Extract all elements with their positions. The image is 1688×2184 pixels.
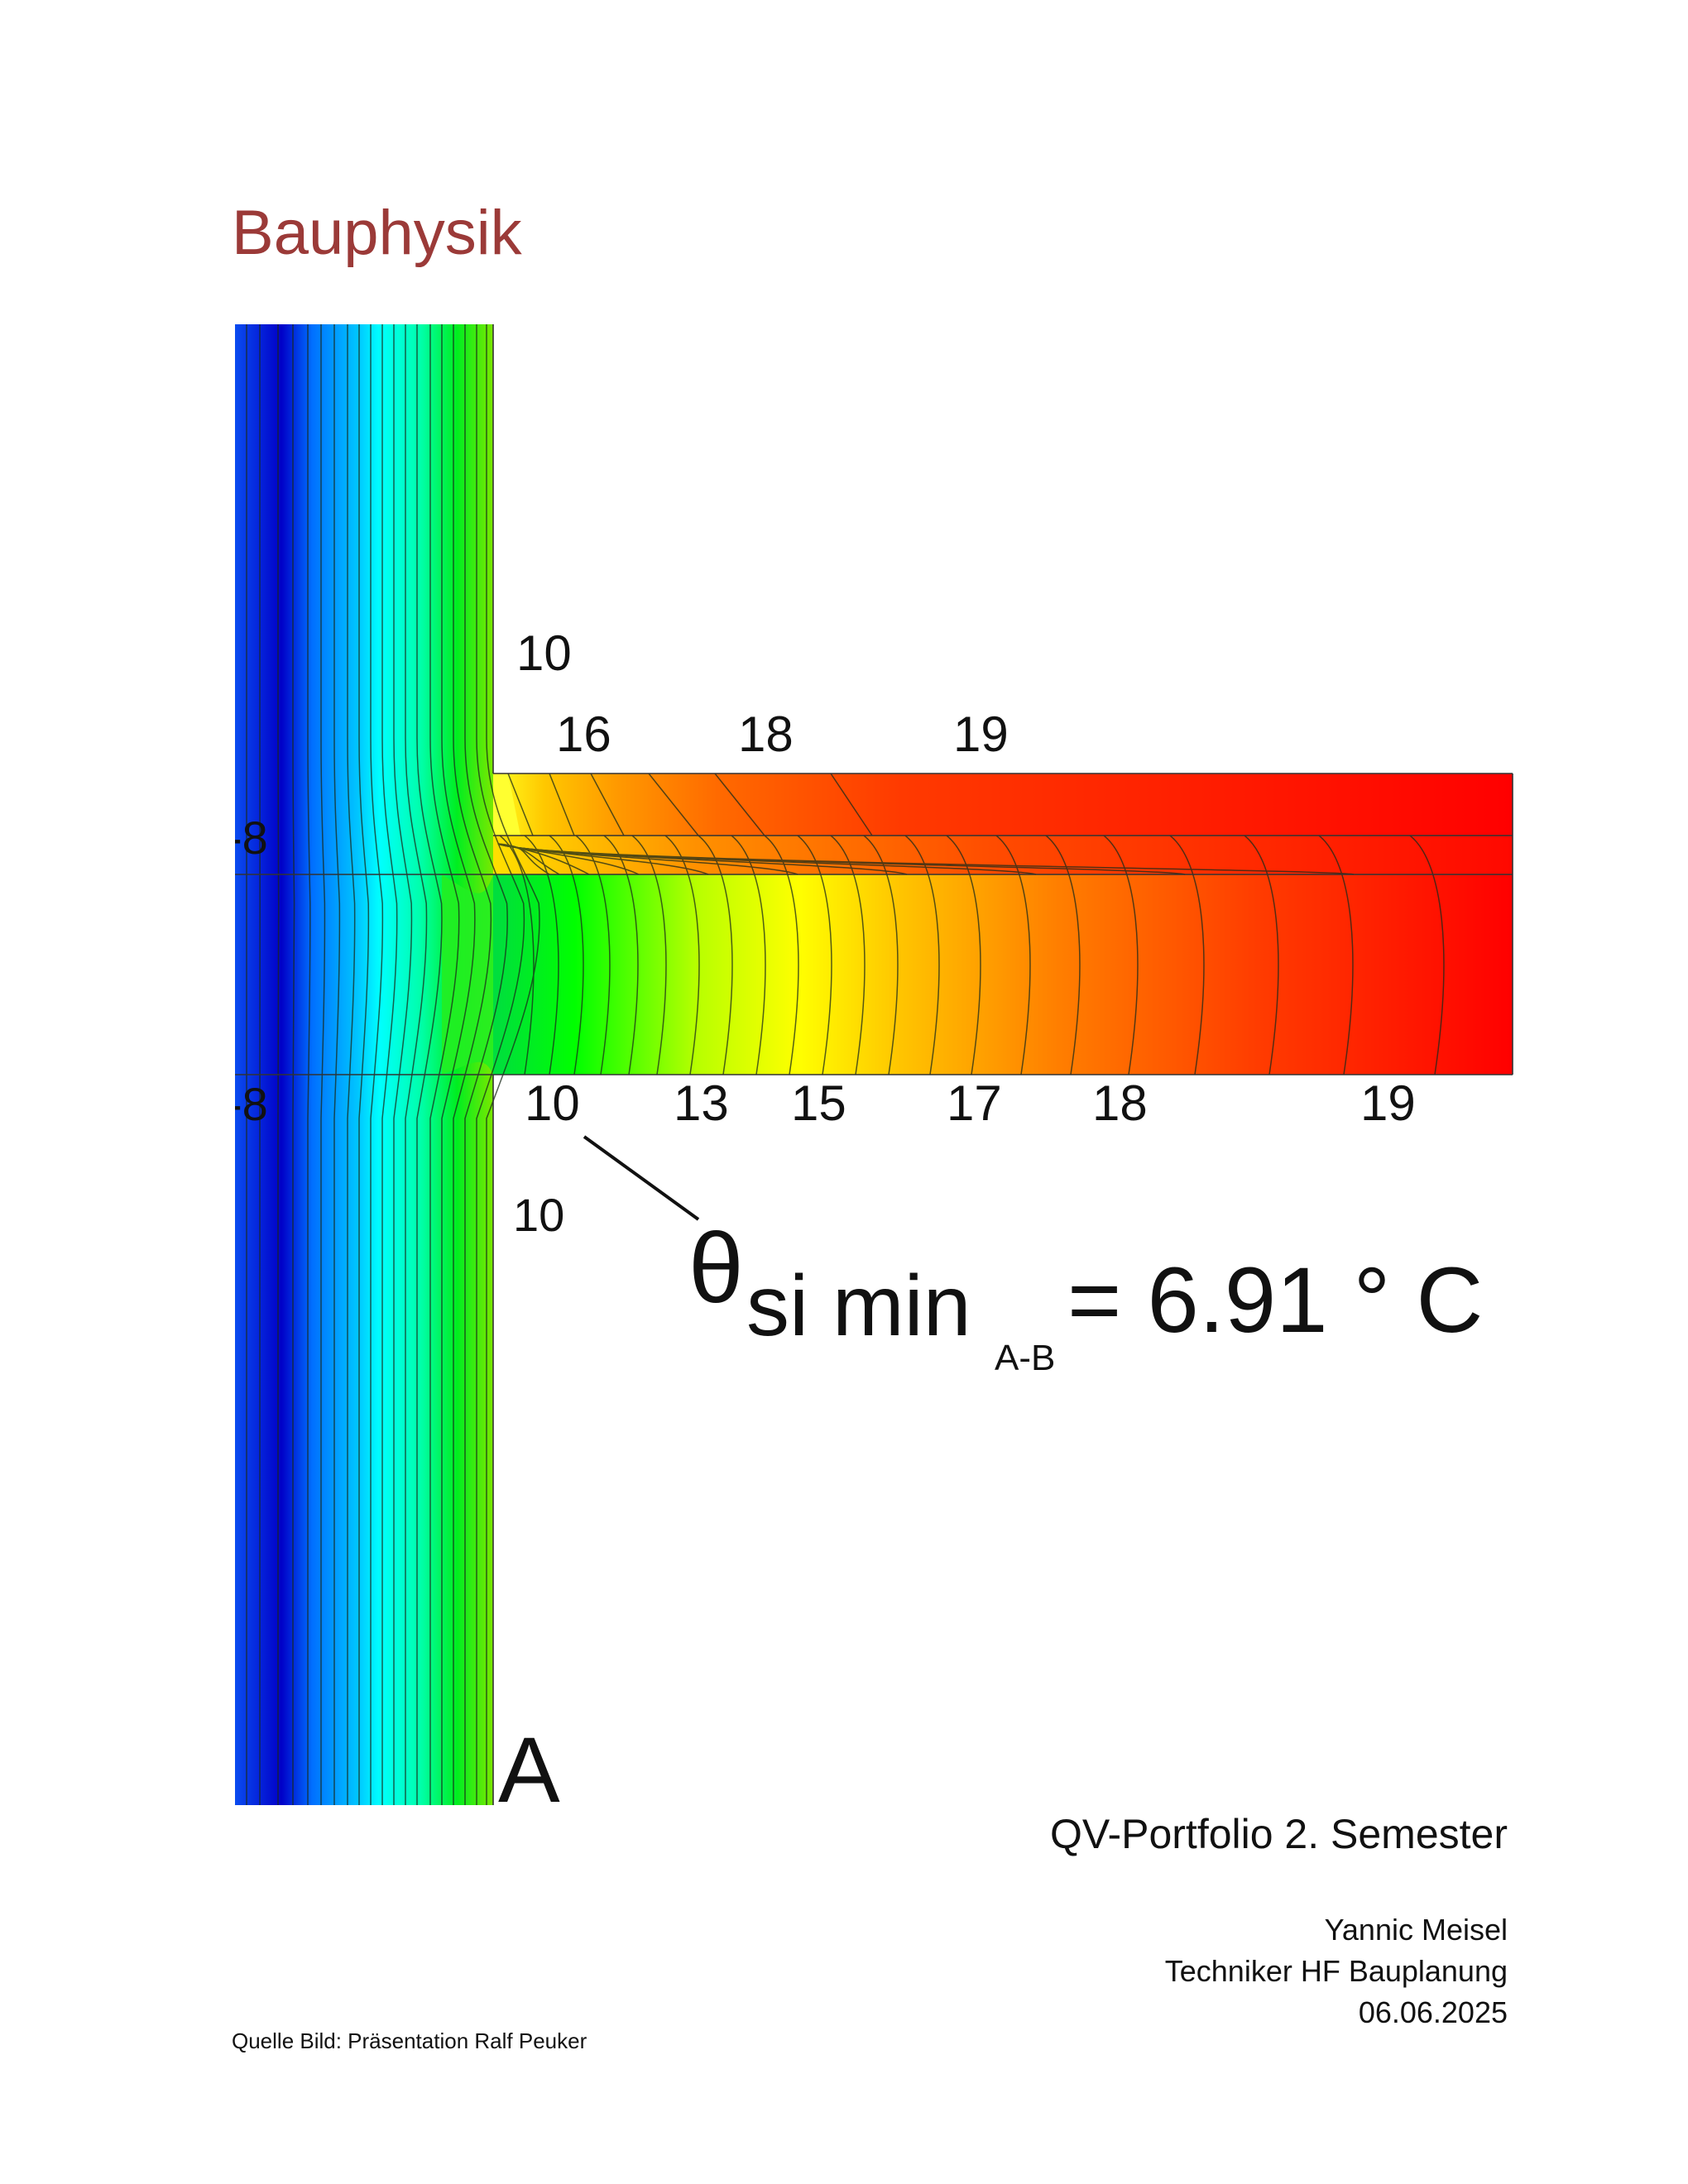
isotherm-wall (292, 324, 295, 1805)
isotherm-screed (507, 773, 534, 836)
isotherm-slab (830, 835, 866, 1075)
label-left-upper: -8 (235, 812, 268, 864)
leader-line (583, 1135, 700, 1221)
isotherm-wall (320, 324, 326, 1805)
isotherm-wall (347, 324, 356, 1805)
isotherm-wall (370, 324, 384, 1805)
isotherm-screed (830, 773, 873, 836)
isotherm-slab (664, 835, 700, 1075)
isotherm-slab (731, 835, 766, 1075)
author-block: Yannic Meisel Techniker HF Bauplanung 06… (1165, 1909, 1508, 2033)
isotherm-slab (698, 835, 733, 1075)
isotherm-layer (497, 843, 1355, 875)
isotherm-slab (631, 835, 667, 1075)
isotherm-slab (1244, 835, 1279, 1075)
isotherm-wall (429, 324, 460, 1805)
label-left-lower: -8 (235, 1078, 268, 1130)
label-lower-13: 13 (674, 1075, 729, 1131)
label-upper-10: 10 (516, 625, 572, 681)
label-upper-19: 19 (953, 706, 1009, 762)
formula-range: A-B (995, 1338, 1055, 1378)
label-upper-18: 18 (738, 706, 794, 762)
thermal-bridge-figure: -8 -8 10 16 18 19 10 13 15 17 18 19 10 θ… (235, 324, 1542, 1813)
isotherm-wall (277, 324, 280, 1805)
isotherm-slab (1409, 835, 1445, 1075)
isotherm-slab (995, 835, 1031, 1075)
screed-layer (493, 774, 1513, 836)
label-lower-10: 10 (525, 1075, 580, 1131)
label-upper-16: 16 (556, 706, 611, 762)
isotherm-wall (381, 324, 398, 1805)
isotherm-slab (904, 835, 940, 1075)
label-lower-19: 19 (1360, 1075, 1416, 1131)
isotherm-slab (797, 835, 832, 1075)
isotherm-slab (549, 835, 584, 1075)
formula-theta: θ (688, 1213, 744, 1324)
isotherm-wall (393, 324, 413, 1805)
isotherm-wall (476, 324, 525, 1805)
page-title: Bauphysik (232, 198, 522, 268)
isotherm-wall (405, 324, 428, 1805)
construction-boundaries (235, 324, 1513, 1805)
isotherm-screed (714, 773, 765, 836)
isotherm-wall (358, 324, 370, 1805)
isotherm-wall (307, 324, 311, 1805)
isotherm-wall (486, 324, 540, 1805)
label-lower-18: 18 (1092, 1075, 1148, 1131)
author-name: Yannic Meisel (1324, 1913, 1508, 1947)
isotherm-slab (1103, 835, 1139, 1075)
image-source: Quelle Bild: Präsentation Ralf Peuker (232, 2028, 587, 2053)
isotherm-slab (1318, 835, 1354, 1075)
isotherm-wall (464, 324, 508, 1805)
isotherm-screed (590, 773, 625, 836)
label-wall-10: 10 (513, 1189, 564, 1241)
slab-section (493, 874, 1513, 1075)
label-lower-15: 15 (791, 1075, 846, 1131)
isotherm-wall (333, 324, 341, 1805)
isotherm-slab (1169, 835, 1205, 1075)
isotherm-plot: -8 -8 10 16 18 19 10 13 15 17 18 19 10 θ… (235, 324, 1513, 1813)
formula-value: = 6.91 ° C (1067, 1248, 1483, 1352)
isotherm-slab (946, 835, 981, 1075)
isotherm-wall (441, 324, 476, 1805)
document-date: 06.06.2025 (1358, 1995, 1508, 2029)
course-name: Techniker HF Bauplanung (1164, 1954, 1508, 1988)
isotherm-slab (764, 835, 799, 1075)
point-label-a: A (498, 1718, 560, 1813)
isotherm-slab (603, 835, 639, 1075)
isotherm-slab (575, 835, 611, 1075)
isotherm-screed (549, 773, 575, 836)
formula-subscript: si min (746, 1258, 971, 1354)
isotherm-slab (863, 835, 899, 1075)
label-lower-17: 17 (947, 1075, 1002, 1131)
isotherm-slab (499, 835, 535, 1075)
isotherm-slab (1045, 835, 1081, 1075)
isotherm-wall (416, 324, 443, 1805)
portfolio-title: QV-Portfolio 2. Semester (1049, 1811, 1508, 1857)
isotherm-wall (453, 324, 492, 1805)
isotherm-lines (246, 324, 1445, 1805)
isotherm-screed (648, 773, 699, 836)
